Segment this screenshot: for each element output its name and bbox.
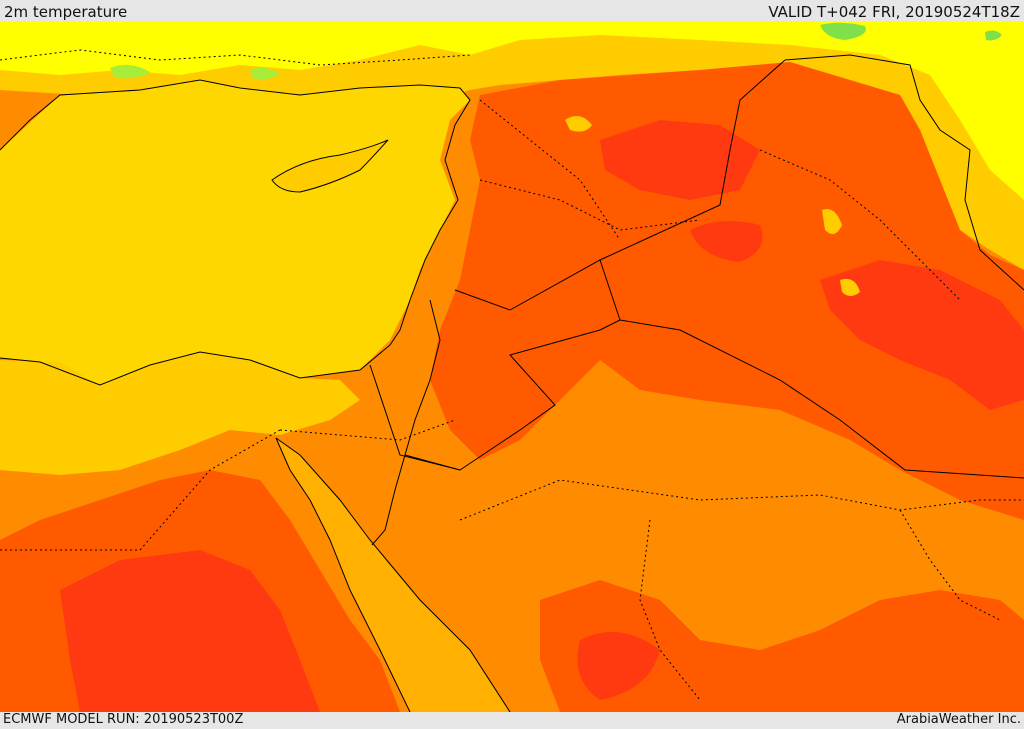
temperature-map xyxy=(0,21,1024,712)
egypt-red xyxy=(60,550,320,712)
borders xyxy=(369,54,1024,479)
red-sea xyxy=(276,438,510,712)
green-patch-1 xyxy=(820,22,866,40)
egypt-light xyxy=(0,352,360,475)
green-patch-4 xyxy=(250,67,280,80)
interior-red-1 xyxy=(600,120,760,200)
map-title: 2m temperature xyxy=(4,3,128,21)
green-patch-2 xyxy=(985,30,1002,41)
north-cool-yellow xyxy=(0,21,1024,200)
model-run: ECMWF MODEL RUN: 20190523T00Z xyxy=(3,712,244,727)
lake-razzaza xyxy=(840,278,860,296)
saudi-south-red xyxy=(577,632,660,700)
interior-red-3 xyxy=(690,221,763,262)
lake-tharthar xyxy=(822,209,842,234)
header-bar: 2m temperature VALID T+042 FRI, 20190524… xyxy=(0,0,1024,21)
cyprus xyxy=(272,140,388,192)
green-patch-3 xyxy=(110,64,150,79)
interior-red-2 xyxy=(820,260,1024,410)
lake-assad xyxy=(565,116,592,132)
interior-dark-orange-east xyxy=(430,62,1024,520)
footer-bar: ECMWF MODEL RUN: 20190523T00Z ArabiaWeat… xyxy=(0,712,1024,729)
valid-time: VALID T+042 FRI, 20190524T18Z xyxy=(768,3,1020,21)
coastlines xyxy=(0,79,511,712)
north-warm-yellow xyxy=(0,21,1024,270)
credit: ArabiaWeather Inc. xyxy=(896,712,1021,727)
saudi-south-dark xyxy=(540,580,1024,712)
dotted-borders xyxy=(0,49,1024,701)
